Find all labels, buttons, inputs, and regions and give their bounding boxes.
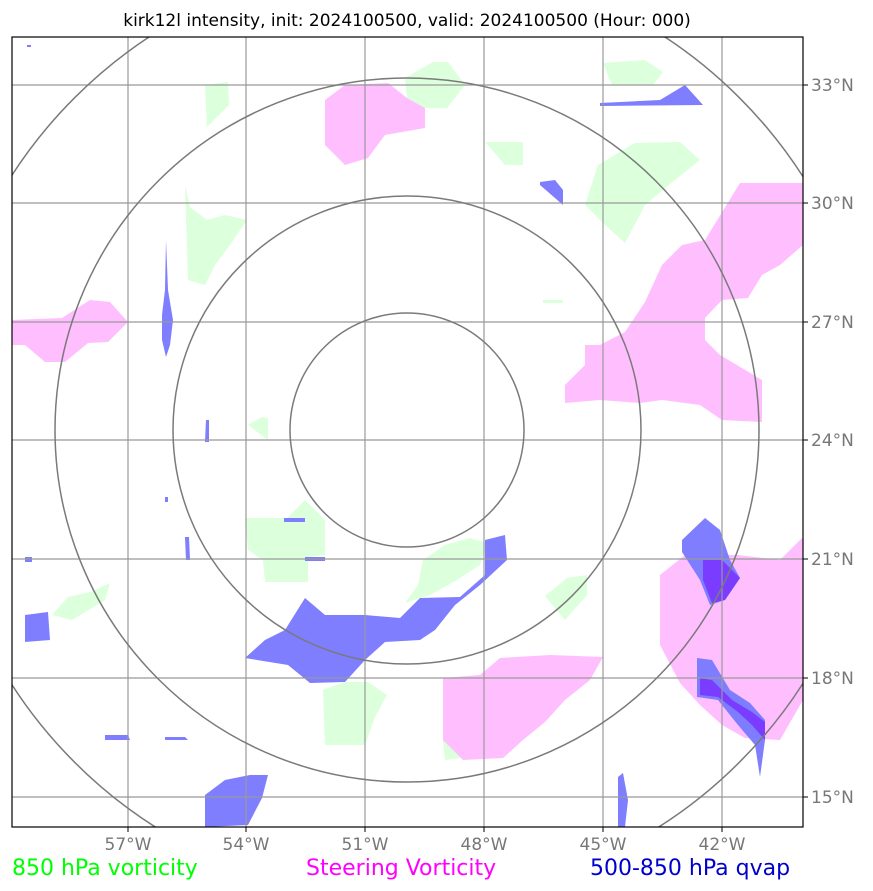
vorticity-850-region [603,60,663,85]
vorticity-850-region [185,185,247,285]
lat-tick-label: 33°N [811,76,854,96]
lat-tick-label: 24°N [811,431,854,451]
steering-vorticity-region [12,300,128,362]
lon-tick-label: 45°W [580,835,627,855]
lat-tick-label: 15°N [811,788,854,808]
plot-frame [11,36,804,828]
lon-tick-label: 54°W [223,835,270,855]
legend-qvap: 500-850 hPa qvap [590,856,790,881]
vorticity-850-region [405,538,487,603]
qvap-region [165,497,168,502]
range-ring [289,312,525,548]
vorticity-850-region [205,82,229,127]
range-ring [54,77,760,783]
qvap-region [245,535,507,683]
vorticity-850-region [485,142,523,165]
lat-tick-label: 30°N [811,194,854,214]
qvap-region [284,518,305,522]
qvap-region [205,420,209,442]
tick-marks [127,84,808,832]
qvap-region [105,735,130,740]
lon-tick-label: 57°W [105,835,152,855]
vorticity-850-region [52,583,110,620]
range-ring [172,195,642,665]
vorticity-850-region [248,417,268,440]
qvap-strong-region [700,678,765,740]
latitude-labels: 33°N 30°N 27°N 24°N 21°N 18°N 15°N [811,76,854,808]
longitude-labels: 57°W 54°W 51°W 48°W 45°W 42°W [105,835,746,855]
lat-lon-grid [12,37,803,827]
map-title: kirk12l intensity, init: 2024100500, val… [123,11,691,31]
lat-tick-label: 21°N [811,550,854,570]
legend: 850 hPa vorticity Steering Vorticity 500… [12,856,790,881]
vorticity-850-region [545,575,587,620]
steering-vorticity-region [325,83,425,165]
steering-vorticity-region [443,655,603,760]
lat-tick-label: 18°N [811,669,854,689]
steering-vorticity-layer [12,83,803,760]
steering-vorticity-region [565,183,803,422]
lon-tick-label: 51°W [342,835,389,855]
qvap-region [618,773,628,827]
legend-steering-vorticity: Steering Vorticity [306,856,496,881]
steering-vorticity-region [660,537,803,740]
qvap-region [165,737,188,740]
vorticity-850-region [323,682,387,745]
qvap-region [540,180,563,205]
qvap-region [162,240,173,357]
qvap-region [27,45,31,47]
qvap-region [205,775,268,827]
qvap-region [600,85,703,106]
qvap-region [185,537,190,560]
lat-tick-label: 27°N [811,313,854,333]
qvap-region [25,612,50,642]
vorticity-850-region [585,142,700,243]
lon-tick-label: 48°W [461,835,508,855]
lon-tick-label: 42°W [699,835,746,855]
vorticity-850-region [543,300,563,303]
legend-850-vorticity: 850 hPa vorticity [12,856,198,881]
